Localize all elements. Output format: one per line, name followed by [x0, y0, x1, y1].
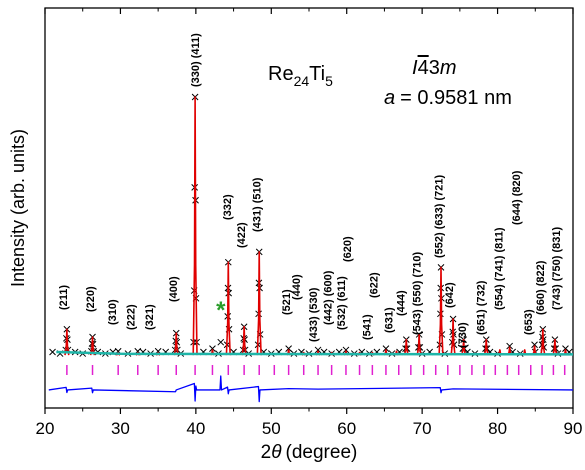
observed-point: [531, 341, 538, 349]
calculated-peak: [89, 336, 96, 356]
observed-point: [382, 345, 390, 352]
hkl-label: (442) (600): [323, 270, 335, 325]
difference-line: [48, 375, 574, 403]
impurity-marker: *: [216, 297, 226, 324]
hkl-label: (321): [144, 304, 156, 330]
hkl-label: (332): [222, 194, 234, 220]
calculated-peak: [403, 338, 409, 356]
observed-point: [314, 346, 322, 354]
x-tick-label: 20: [36, 419, 55, 438]
hkl-label: (631): [384, 307, 396, 333]
observed-point: [506, 342, 513, 350]
x-label-part: θ: [271, 442, 282, 463]
hkl-label: (521): [281, 289, 293, 315]
calculated-peak: [173, 332, 179, 356]
x-tick-label: 60: [337, 419, 356, 438]
x-tick-label: 80: [488, 419, 507, 438]
calculated-peak: [552, 338, 558, 356]
hkl-label: (620): [342, 236, 354, 262]
calculated-peak: [225, 261, 231, 356]
space-group: I43m: [412, 57, 456, 79]
observed-point: [49, 348, 56, 356]
calculated-peak: [531, 345, 538, 356]
formula: Re24Ti5: [268, 63, 333, 89]
hkl-label: (552) (633) (721): [433, 175, 445, 258]
hkl-label: (642): [444, 282, 456, 308]
calculated-peak: [192, 96, 198, 356]
hkl-label: (433) (530): [308, 287, 320, 342]
hkl-label: (422): [236, 222, 248, 248]
formula-subscript: 5: [325, 73, 333, 89]
hkl-label: (400): [168, 276, 180, 302]
calculated-peak: [450, 318, 456, 356]
y-axis-label: Intensity (arb. units): [8, 129, 28, 287]
observed-point: [217, 338, 225, 346]
calculated-peak: [460, 338, 467, 356]
calculated-peak: [540, 328, 546, 356]
hkl-label: (644) (820): [511, 170, 523, 225]
observed-point: [342, 346, 350, 354]
hkl-label: (543) (550) (710): [412, 252, 424, 335]
hkl-label: (330) (411): [190, 33, 202, 87]
observed-point: [209, 345, 216, 352]
hkl-label: (532) (611): [336, 276, 348, 330]
calculated-peak: [438, 266, 444, 356]
x-label-part: 2: [261, 442, 272, 463]
x-tick-label: 30: [111, 419, 130, 438]
space-group-part: I: [412, 57, 418, 79]
x-label-part: (degree): [286, 442, 358, 463]
hkl-label: (660) (822): [535, 260, 547, 315]
hkl-label: (222): [126, 304, 138, 330]
hkl-label: (743) (750) (831): [551, 227, 563, 310]
calculated-peak: [241, 325, 247, 356]
x-tick-label: 70: [413, 419, 432, 438]
x-tick-label: 90: [564, 419, 583, 438]
hkl-label: (310): [107, 299, 119, 325]
formula-subscript: 24: [294, 73, 310, 89]
calculated-peak: [416, 333, 422, 356]
calculated-peak: [64, 328, 70, 356]
hkl-label: (541): [362, 314, 374, 340]
hkl-label: (651) (732): [476, 280, 488, 335]
hkl-label: (730): [457, 322, 469, 348]
hkl-label: (622): [369, 272, 381, 298]
hkl-label: (431) (510): [252, 177, 264, 232]
hkl-label: (653): [523, 309, 535, 335]
calculated-peak: [483, 338, 489, 356]
space-group-part: m: [440, 57, 457, 79]
space-group-part: 3: [429, 57, 440, 79]
x-axis-label: 2θ (degree): [261, 442, 358, 463]
formula-element: Ti: [309, 63, 325, 85]
background-line: [56, 350, 574, 356]
lattice-parameter: a = 0.9581 nm: [384, 87, 512, 109]
hkl-label: (440): [291, 274, 303, 300]
space-group-part: 4: [418, 57, 429, 79]
hkl-label: (444): [396, 290, 408, 316]
formula-element: Re: [268, 63, 294, 85]
hkl-label: (211): [58, 285, 70, 310]
lattice-value: = 0.9581 nm: [400, 87, 512, 109]
hkl-label: (554) (741) (811): [494, 227, 506, 310]
observed-point: [285, 345, 292, 352]
calculated-peak: [256, 251, 262, 356]
lattice-symbol: a: [384, 87, 395, 109]
x-tick-label: 50: [262, 419, 281, 438]
x-tick-label: 40: [186, 419, 205, 438]
hkl-label: (220): [85, 286, 97, 312]
